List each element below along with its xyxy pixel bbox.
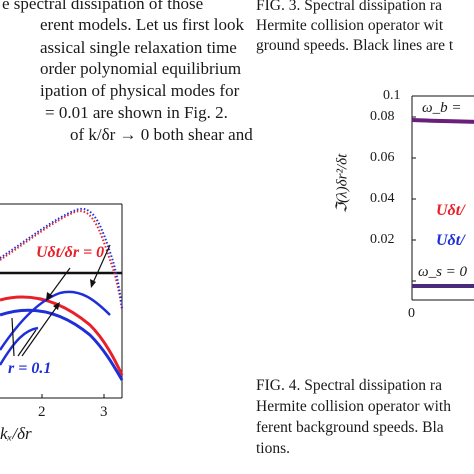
series-omega-b bbox=[411, 118, 474, 124]
label-red-speed: Uδt/ bbox=[436, 202, 465, 219]
arrow-black bbox=[91, 244, 111, 286]
label-u01: r = 0.1 bbox=[8, 360, 52, 377]
series-blue-lower-2 bbox=[0, 290, 111, 351]
arrowhead-black bbox=[90, 279, 96, 288]
label-u0: Uδt/δr = 0 bbox=[36, 244, 105, 261]
label-omega-b: ω_b = bbox=[422, 100, 462, 116]
caption-line: FIG. 4. Spectral dissipation ra bbox=[256, 377, 442, 394]
caption-line: tions. bbox=[256, 440, 291, 457]
x-tick-label-2: 2 bbox=[38, 404, 46, 420]
arrow-blue-2 bbox=[17, 329, 37, 357]
arrow-blue-1 bbox=[11, 317, 15, 357]
y-tick-label-0.06: 0.06 bbox=[370, 150, 395, 165]
arrow-blue-3 bbox=[21, 304, 59, 357]
y-tick-label-0.02: 0.02 bbox=[370, 232, 395, 247]
y-tick-label-0.08: 0.08 bbox=[370, 109, 395, 124]
body-line: ipation of physical modes for bbox=[40, 81, 240, 100]
body-line: = 0.01 are shown in Fig. 2. bbox=[45, 103, 228, 122]
caption-line: FIG. 3. Spectral dissipation ra bbox=[256, 0, 442, 14]
label-blue-speed: Uδt/ bbox=[436, 232, 465, 249]
y-tick-label-0.04: 0.04 bbox=[370, 191, 395, 206]
body-line: order polynomial equilibrium bbox=[40, 59, 242, 78]
series-blue-lower bbox=[0, 308, 124, 381]
arrow-red bbox=[47, 267, 71, 299]
series-blue-lower-3 bbox=[0, 326, 39, 366]
series-blue-upper bbox=[0, 207, 123, 309]
body-line: assical single relaxation time bbox=[40, 38, 237, 57]
body-line: of k/δr → 0 both shear and bbox=[70, 125, 253, 144]
arrowhead-blue-3 bbox=[53, 302, 60, 310]
caption-line: Hermite collision operator with bbox=[256, 398, 451, 415]
body-line: e spectral dissipation of those bbox=[2, 0, 204, 13]
caption-line: ferent background speeds. Bla bbox=[256, 419, 444, 436]
caption-line: ground speeds. Black lines are t bbox=[256, 37, 454, 54]
caption-line: Hermite collision operator wit bbox=[256, 17, 444, 34]
label-omega-s: ω_s = 0 bbox=[418, 264, 468, 280]
series-red-lower bbox=[0, 295, 124, 376]
y-tick-label-0.1: 0.1 bbox=[383, 88, 401, 103]
x-tick-label-0: 0 bbox=[408, 306, 415, 321]
left-plot bbox=[0, 203, 124, 399]
x-tick-label-3: 3 bbox=[100, 404, 108, 420]
arrowhead-red bbox=[46, 292, 53, 301]
y-axis-label: ℑ(λ)δr²/δt bbox=[334, 153, 351, 214]
body-line: erent models. Let us first look bbox=[40, 15, 244, 34]
x-axis-label: kₓ/δr bbox=[0, 424, 32, 443]
